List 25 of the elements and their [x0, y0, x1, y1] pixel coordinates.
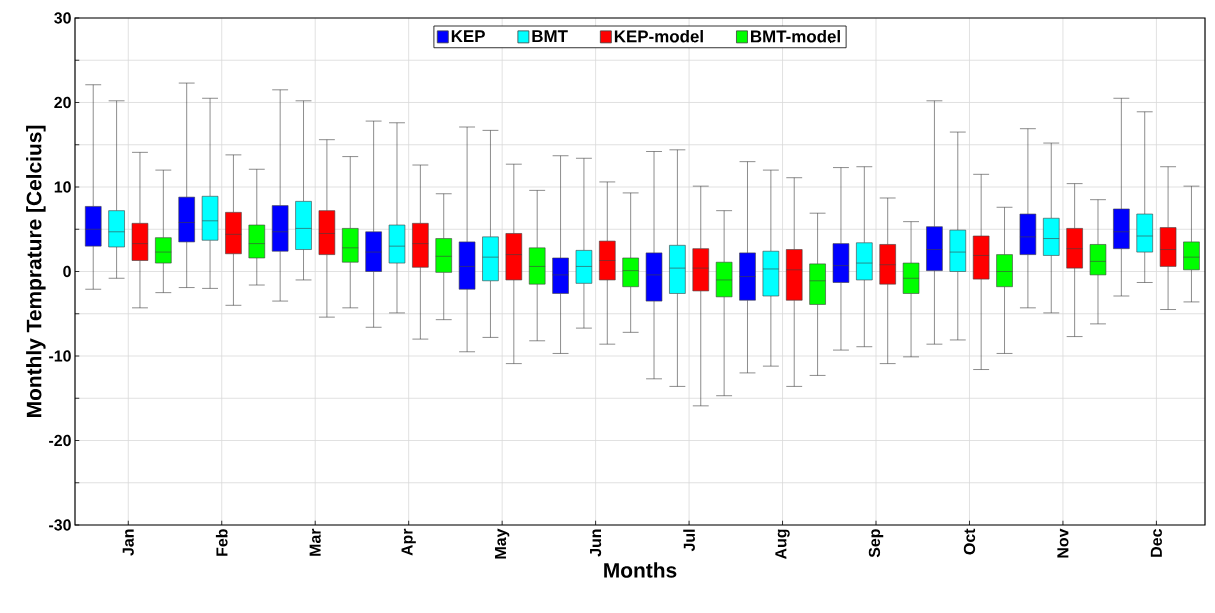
- x-tick-label: Aug: [775, 529, 790, 560]
- x-tick-label: Jun: [590, 529, 602, 557]
- x-tick-label: Oct: [963, 528, 976, 555]
- x-tick-label: May: [495, 528, 510, 559]
- x-tick-label: Feb: [215, 529, 228, 556]
- x-tick-label: Mar: [309, 528, 321, 556]
- x-tick-label: Nov: [1057, 528, 1069, 558]
- y-tick-label: -20: [49, 434, 71, 447]
- y-tick-label: 0: [63, 265, 71, 278]
- x-tick-label: Dec: [1150, 529, 1162, 557]
- y-tick-label: 20: [54, 96, 71, 109]
- y-tick-label: 30: [54, 12, 71, 24]
- x-axis-title: Months: [604, 562, 677, 578]
- legend-label: BMT: [532, 30, 568, 42]
- legend-label: KEP-model: [614, 29, 703, 43]
- y-tick-label: -30: [49, 519, 71, 531]
- y-tick-label: -10: [49, 350, 71, 362]
- x-tick-label: Sep: [868, 529, 884, 558]
- y-tick-label: 10: [54, 181, 71, 193]
- x-tick-label: Jul: [683, 529, 695, 552]
- y-axis-title: Monthly Temprature [Celcius]: [26, 125, 46, 417]
- x-tick-label: Jan: [122, 529, 134, 556]
- x-tick-label: Apr: [401, 528, 416, 556]
- legend-label: BMT-model: [751, 29, 840, 43]
- legend-label: KEP: [451, 30, 485, 42]
